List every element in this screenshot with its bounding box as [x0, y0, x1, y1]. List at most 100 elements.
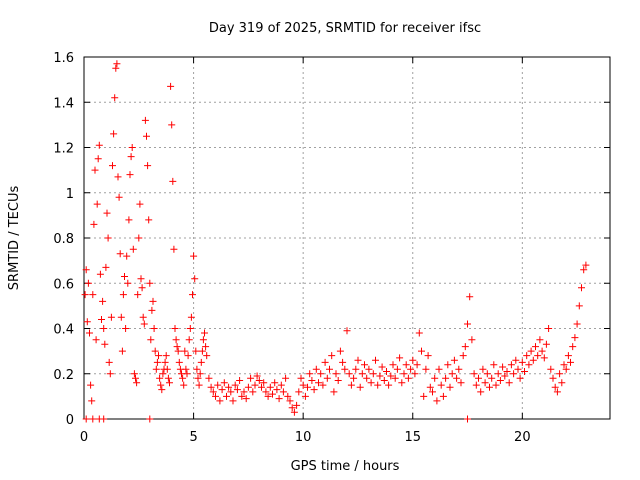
data-point — [290, 408, 298, 416]
data-point — [151, 347, 159, 355]
data-point — [113, 60, 121, 68]
data-point — [83, 318, 91, 326]
data-point — [207, 383, 215, 391]
data-point — [146, 415, 154, 423]
data-point — [402, 361, 410, 369]
data-point — [186, 325, 194, 332]
data-point — [195, 381, 203, 389]
data-point — [179, 374, 187, 382]
data-point — [352, 365, 360, 373]
data-point — [556, 370, 564, 378]
data-point — [136, 200, 144, 208]
data-point — [409, 356, 417, 364]
data-point — [271, 379, 279, 387]
x-tick-label: 20 — [514, 430, 531, 445]
data-point — [354, 356, 362, 364]
data-point — [549, 374, 557, 382]
data-point — [413, 361, 421, 369]
data-point — [91, 166, 99, 174]
data-point — [468, 336, 476, 344]
data-point — [374, 381, 382, 389]
data-point — [225, 383, 233, 391]
data-point — [532, 343, 539, 351]
data-point — [387, 372, 395, 380]
data-point — [571, 334, 579, 342]
data-point — [301, 392, 309, 400]
data-point — [529, 356, 537, 364]
data-point — [110, 130, 118, 138]
data-point — [575, 302, 583, 310]
data-point — [350, 374, 358, 382]
data-point — [295, 388, 303, 396]
data-point — [470, 370, 478, 378]
data-point — [336, 347, 344, 355]
x-tick-label: 5 — [189, 430, 197, 445]
data-point — [201, 329, 208, 337]
x-tick-label: 10 — [295, 430, 312, 445]
data-point — [227, 388, 235, 396]
data-point — [472, 381, 480, 389]
data-point — [133, 379, 141, 387]
data-point — [437, 381, 445, 389]
data-point — [516, 374, 524, 382]
data-point — [175, 358, 183, 366]
data-point — [319, 381, 327, 389]
data-point — [420, 392, 428, 400]
data-point — [398, 379, 406, 387]
data-point — [433, 397, 441, 405]
data-point — [146, 279, 154, 287]
y-tick-label: 0 — [66, 413, 74, 428]
data-point — [236, 377, 244, 384]
data-point — [477, 388, 485, 396]
data-point — [330, 388, 338, 396]
data-point — [123, 252, 131, 260]
data-point — [269, 390, 276, 398]
data-point — [134, 291, 142, 299]
data-point — [424, 352, 432, 360]
data-point — [521, 368, 528, 375]
data-point — [286, 397, 294, 405]
data-point — [150, 325, 158, 332]
data-point — [383, 368, 390, 375]
data-point — [96, 270, 104, 278]
data-point — [538, 347, 546, 355]
data-point — [321, 358, 329, 366]
data-point — [266, 383, 274, 391]
data-point — [518, 358, 526, 366]
data-point — [514, 365, 522, 373]
x-axis-label: GPS time / hours — [291, 459, 400, 474]
data-point — [545, 325, 553, 332]
data-point — [143, 132, 150, 140]
data-point — [400, 370, 408, 378]
data-point — [168, 121, 176, 129]
data-point — [422, 365, 430, 373]
data-point — [306, 370, 314, 378]
data-point — [94, 155, 102, 163]
data-point — [431, 374, 439, 382]
data-point — [288, 404, 296, 412]
data-point — [343, 327, 351, 335]
data-point — [542, 340, 550, 348]
data-point — [187, 313, 195, 321]
data-point — [536, 336, 544, 344]
data-point — [138, 284, 146, 292]
data-point — [172, 336, 180, 344]
data-point — [461, 343, 469, 351]
data-point — [98, 316, 105, 323]
data-point — [578, 284, 585, 292]
data-point — [372, 356, 379, 364]
y-tick-label: 0.4 — [53, 323, 74, 338]
data-point — [389, 361, 397, 369]
data-point — [573, 320, 581, 328]
data-point — [100, 325, 108, 332]
data-point — [202, 343, 210, 351]
data-point — [198, 347, 206, 355]
data-point — [93, 200, 101, 208]
data-point — [126, 171, 134, 179]
data-point — [310, 386, 318, 394]
data-point — [148, 306, 156, 314]
data-point — [209, 388, 217, 396]
data-point — [240, 388, 248, 396]
data-point — [106, 370, 114, 378]
x-tick-label: 0 — [80, 430, 88, 445]
